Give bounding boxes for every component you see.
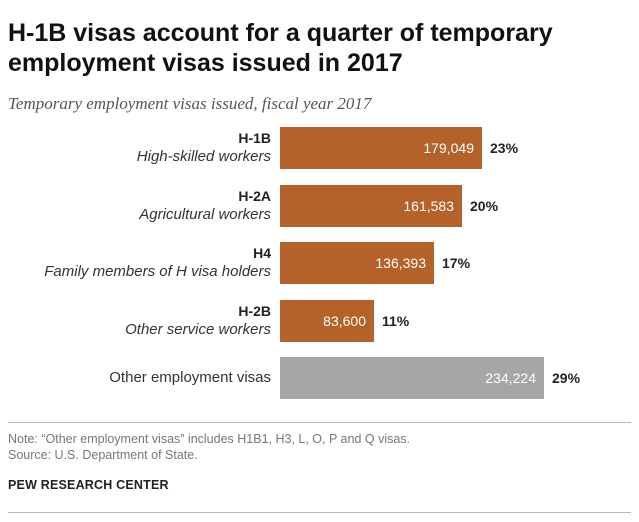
category-description: High-skilled workers xyxy=(136,148,271,165)
chart-note: Note: “Other employment visas” includes … xyxy=(8,432,411,446)
category-description: Other service workers xyxy=(125,320,271,338)
bar xyxy=(280,299,374,342)
chart-subtitle: Temporary employment visas issued, fisca… xyxy=(8,94,372,113)
bar-value-label: 234,224 xyxy=(485,370,536,386)
category-code: H4 xyxy=(253,245,271,261)
bar-value-label: 136,393 xyxy=(375,255,426,271)
category-label: Other employment visas xyxy=(109,368,271,387)
category-description: Other employment visas xyxy=(109,369,271,386)
footer-divider-top xyxy=(8,422,631,423)
brand-label: PEW RESEARCH CENTER xyxy=(8,478,169,492)
bar-percent-label: 11% xyxy=(382,312,410,329)
category-label: H-2B Other service workers xyxy=(125,302,271,339)
chart-title: H-1B visas account for a quarter of temp… xyxy=(8,19,553,77)
category-code: H-1B xyxy=(238,130,271,146)
bar-percent-label: 20% xyxy=(470,197,499,214)
category-code: H-2B xyxy=(238,302,271,319)
bar xyxy=(280,242,434,284)
chart-source: Source: U.S. Department of State. xyxy=(8,448,198,462)
bar xyxy=(280,184,462,227)
category-description: Family members of H visa holders xyxy=(44,263,271,280)
bar xyxy=(280,357,544,399)
category-label: H4 Family members of H visa holders xyxy=(44,244,271,281)
bar-percent-label: 23% xyxy=(490,140,519,156)
bar-value-label: 83,600 xyxy=(323,312,366,329)
category-code: H-2A xyxy=(238,187,271,204)
category-label: H-1B High-skilled workers xyxy=(137,129,271,166)
category-description: Agricultural workers xyxy=(139,205,271,223)
bar-percent-label: 29% xyxy=(552,370,581,386)
category-label: H-2A Agricultural workers xyxy=(139,187,271,224)
bar-percent-label: 17% xyxy=(442,255,471,271)
bar xyxy=(280,127,482,169)
bar-value-label: 179,049 xyxy=(423,140,474,156)
footer-divider-bottom xyxy=(8,512,631,513)
bar-value-label: 161,583 xyxy=(403,197,454,214)
